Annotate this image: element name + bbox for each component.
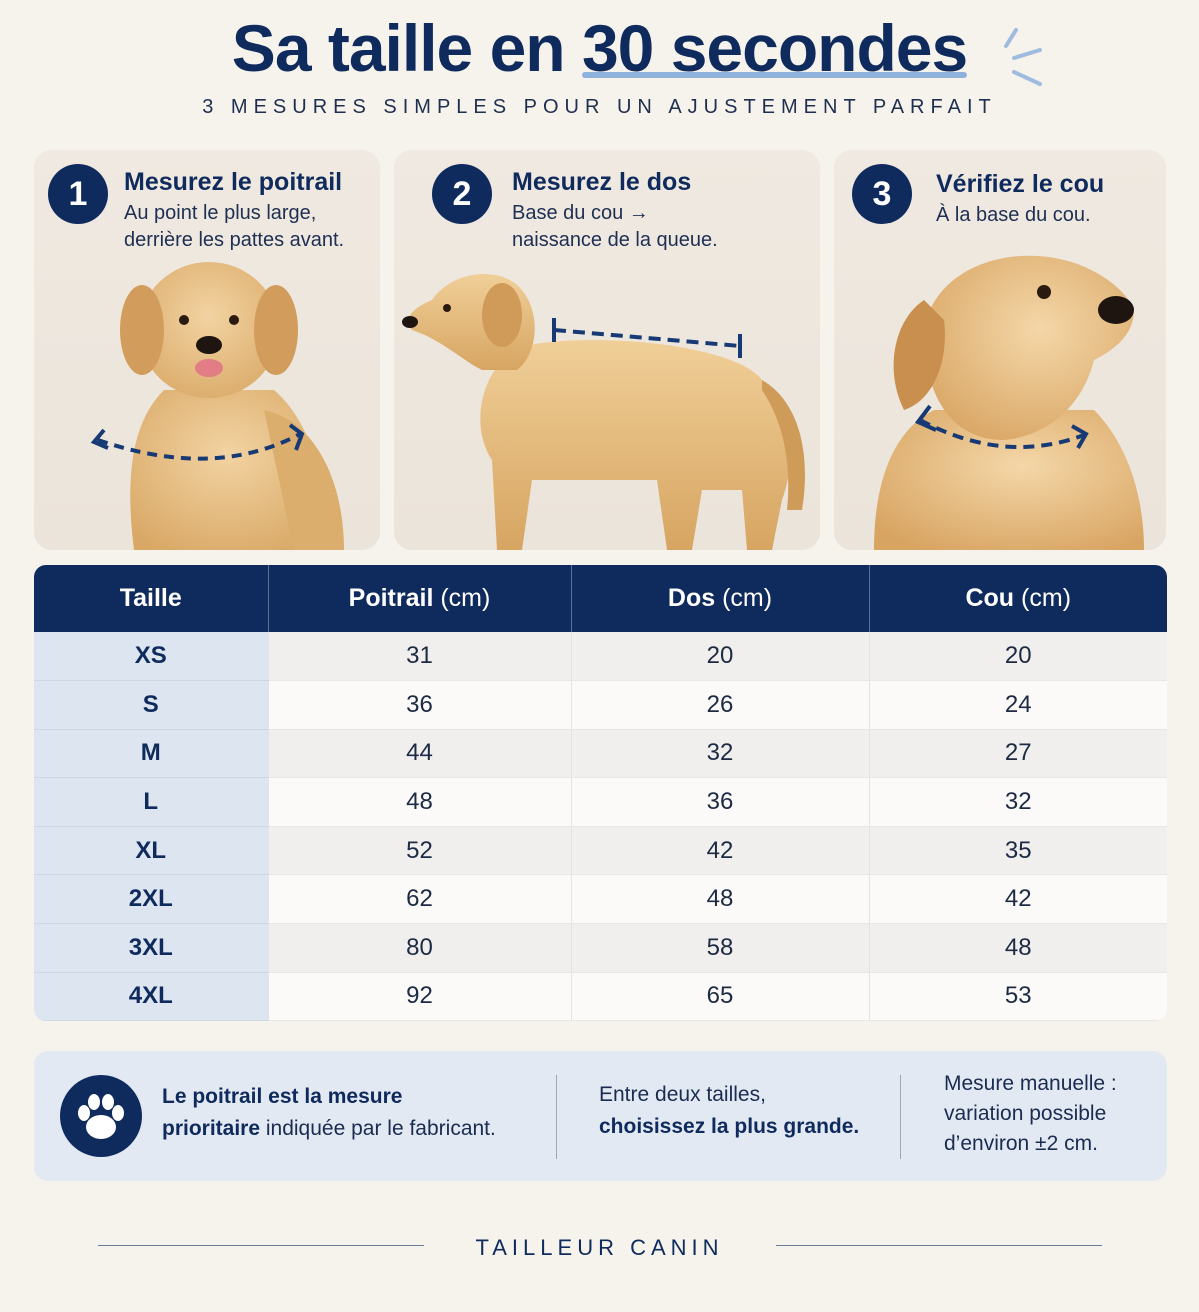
step-number: 3 [852, 164, 912, 224]
note-bold: prioritaire [162, 1117, 261, 1140]
step-desc-line1: Au point le plus large, [124, 202, 317, 224]
neck-cell: 24 [869, 680, 1167, 730]
info-divider [900, 1075, 901, 1159]
info-note-between-sizes: Entre deux tailles, choisissez la plus g… [599, 1079, 899, 1143]
dog-front-illustration [90, 262, 344, 550]
note-bold: Le poitrail est la mesure [162, 1085, 403, 1108]
header-chest: Poitrail (cm) [268, 565, 572, 632]
paw-icon [60, 1075, 142, 1157]
size-cell: 3XL [34, 923, 269, 973]
neck-cell: 27 [869, 729, 1167, 779]
size-cell: 4XL [34, 972, 269, 1021]
page-subtitle: 3 MESURES SIMPLES POUR UN AJUSTEMENT PAR… [202, 96, 997, 118]
neck-cell: 20 [869, 632, 1167, 682]
step-card-neck: 3 Vérifiez le cou À la base du cou. [834, 150, 1166, 550]
table-row: 3XL 80 58 48 [34, 923, 1167, 973]
table-row: XL 52 42 35 [34, 826, 1167, 876]
neck-cell: 42 [869, 874, 1167, 925]
back-cell: 36 [571, 777, 870, 827]
neck-cell: 53 [869, 972, 1167, 1021]
info-panel: Le poitrail est la mesure prioritaire in… [34, 1051, 1167, 1181]
back-cell: 20 [571, 632, 870, 682]
footer-brand: TAILLEUR CANIN [475, 1235, 724, 1260]
step-card-back: 2 Mesurez le dos Base du cou → naissance… [394, 150, 820, 550]
step-desc-line2: derrière les pattes avant. [124, 229, 345, 251]
title-highlight: 30 secondes [581, 11, 968, 85]
header-unit: (cm) [715, 584, 773, 612]
header-unit: (cm) [1014, 584, 1072, 612]
size-cell: XL [34, 826, 269, 876]
header-label: Cou [965, 584, 1015, 612]
info-divider [556, 1075, 557, 1159]
chest-cell: 36 [268, 680, 572, 730]
info-note-variation: Mesure manuelle : variation possible d’e… [944, 1069, 1154, 1159]
neck-cell: 32 [869, 777, 1167, 827]
table-row: L 48 36 32 [34, 777, 1167, 827]
header-label: Poitrail [348, 584, 434, 612]
size-cell: L [34, 777, 269, 827]
footer-divider-left [98, 1245, 424, 1246]
note-text: d’environ ±2 cm. [944, 1132, 1098, 1155]
chest-cell: 80 [268, 923, 572, 973]
sparkle-icon [1004, 28, 1042, 86]
header-label: Dos [667, 584, 716, 612]
chest-cell: 31 [268, 632, 572, 682]
note-text: indiquée par le fabricant. [260, 1117, 496, 1140]
neck-cell: 48 [869, 923, 1167, 973]
header-label: Taille [119, 584, 182, 612]
footer-divider-right [776, 1245, 1102, 1246]
table-row: 4XL 92 65 53 [34, 972, 1167, 1021]
chest-cell: 92 [268, 972, 572, 1021]
header-neck: Cou (cm) [869, 565, 1167, 632]
size-table: Taille Poitrail (cm) Dos (cm) Cou (cm) X… [34, 565, 1167, 1021]
step-title: Mesurez le poitrail [124, 168, 343, 196]
chest-cell: 52 [268, 826, 572, 876]
table-row: 2XL 62 48 42 [34, 874, 1167, 925]
step-title: Mesurez le dos [512, 168, 692, 196]
back-cell: 26 [571, 680, 870, 730]
page-title: Sa taille en 30 secondes [0, 10, 1199, 86]
header-size: Taille [34, 565, 269, 632]
size-cell: 2XL [34, 874, 269, 925]
table-row: S 36 26 24 [34, 680, 1167, 730]
note-text: Mesure manuelle : [944, 1072, 1117, 1095]
note-text: variation possible [944, 1102, 1107, 1125]
dog-head-illustration [874, 255, 1144, 550]
back-cell: 65 [571, 972, 870, 1021]
step-number: 1 [48, 164, 108, 224]
step-number: 2 [432, 164, 492, 224]
step-desc-line1: À la base du cou. [936, 204, 1091, 226]
header-back: Dos (cm) [571, 565, 870, 632]
step-desc-line1: Base du cou → [512, 202, 649, 224]
step-title: Vérifiez le cou [936, 170, 1105, 198]
info-note-chest: Le poitrail est la mesure prioritaire in… [162, 1081, 542, 1145]
chest-cell: 44 [268, 729, 572, 779]
size-cell: S [34, 680, 269, 730]
step-card-chest: 1 Mesurez le poitrail Au point le plus l… [34, 150, 380, 550]
table-header-row: Taille Poitrail (cm) Dos (cm) Cou (cm) [34, 565, 1167, 632]
neck-cell: 35 [869, 826, 1167, 876]
chest-cell: 62 [268, 874, 572, 925]
back-cell: 58 [571, 923, 870, 973]
header-unit: (cm) [433, 584, 491, 612]
step-desc-line2: naissance de la queue. [512, 229, 718, 251]
table-row: XS 31 20 20 [34, 632, 1167, 682]
chest-cell: 48 [268, 777, 572, 827]
back-cell: 42 [571, 826, 870, 876]
table-row: M 44 32 27 [34, 729, 1167, 779]
size-cell: XS [34, 632, 269, 682]
dog-side-illustration [402, 273, 806, 550]
back-cell: 48 [571, 874, 870, 925]
size-cell: M [34, 729, 269, 779]
note-bold: choisissez la plus grande. [599, 1115, 860, 1138]
back-cell: 32 [571, 729, 870, 779]
note-text: Entre deux tailles, [599, 1083, 766, 1106]
title-text: Sa taille en [231, 11, 582, 85]
